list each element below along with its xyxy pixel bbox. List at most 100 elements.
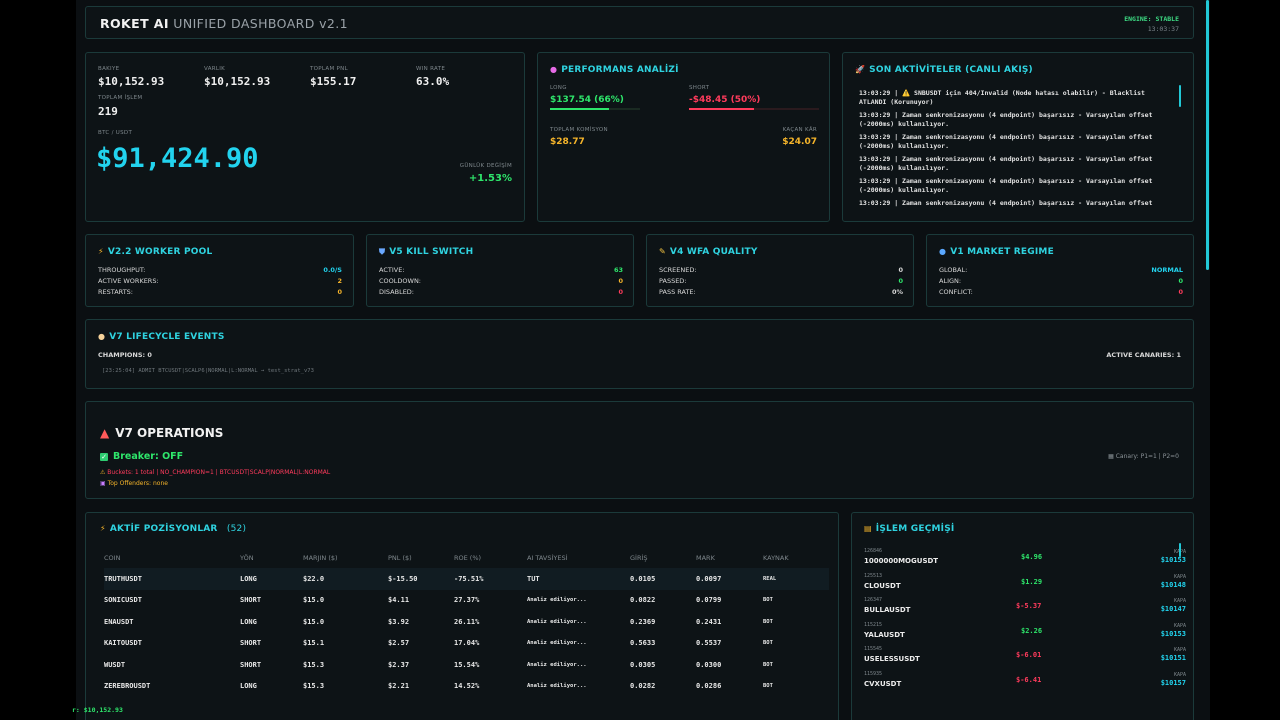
engine-status-label: ENGINE: STABLE (1124, 15, 1179, 23)
activity-title: 🚀 SON AKTİVİTELER (CANLI AKIŞ) (855, 65, 1033, 75)
column-header[interactable]: GİRİŞ (630, 554, 648, 562)
status-row: SCREENED: 0 (659, 266, 903, 274)
stat-value: 63.0% (416, 75, 450, 88)
status-value: 63 (613, 266, 623, 274)
status-value: 0 (337, 288, 342, 296)
bolt-icon: ⚡ (98, 247, 104, 256)
stat-label: BAKIYE (98, 66, 120, 72)
trade-pnl: $-5.37 (1016, 602, 1042, 610)
history-scrollbar[interactable] (1179, 543, 1181, 557)
direction-cell: SHORT (240, 596, 262, 605)
coin-cell: ENAUSDT (104, 617, 134, 626)
missed-profit-label: KAÇAN KÂR (782, 127, 817, 133)
history-row[interactable]: 115935 CVXUSDT $-6.41 KAPA $10157 (864, 671, 1186, 695)
app-title: ROKET AI UNIFIED DASHBOARD v2.1 (100, 16, 349, 31)
status-key: RESTARTS: (98, 288, 133, 296)
column-header[interactable]: PNL ($) (388, 554, 412, 562)
pnl-cell: $4.11 (388, 596, 410, 605)
balance-panel: BAKIYE $10,152.93 VARLIK $10,152.93 TOPLAM P… (85, 52, 525, 222)
ai-advice-cell: TUT (527, 568, 630, 590)
status-key: GLOBAL: (939, 266, 968, 274)
column-header[interactable]: COIN (104, 554, 121, 562)
roe-cell: 27.37% (454, 596, 480, 605)
kill-switch-panel: ⛊ V5 KILL SWITCH ACTIVE: 63 COOLDOWN: 0 DISAB… (366, 234, 634, 307)
pnl-cell: $2.37 (388, 660, 410, 669)
status-value: 0 (1178, 288, 1183, 296)
page-scrollbar[interactable] (1206, 0, 1209, 270)
wfa-quality-title: ✎ V4 WFA QUALITY (659, 247, 758, 257)
status-row: ACTIVE WORKERS: 2 (98, 277, 342, 285)
trade-balance: $10153 (1160, 629, 1186, 638)
column-header[interactable]: ROE (%) (454, 554, 482, 562)
log-entry: 13:03:29 | Zaman senkronizasyonu (4 endp… (859, 155, 1153, 172)
column-header[interactable]: KAYNAK (763, 554, 789, 562)
history-row[interactable]: 125513 CLOUSDT $1.29 KAPA $10148 (864, 573, 1186, 597)
stat-label: WIN RATE (416, 66, 446, 72)
stat-value: $10,152.93 (98, 75, 165, 88)
table-row[interactable]: ZEREBROUSDT LONG $15.3 $2.21 14.52% Analiz ed… (104, 676, 829, 698)
worker-pool-title: ⚡ V2.2 WORKER POOL (98, 247, 213, 257)
table-row[interactable]: SONICUSDT SHORT $15.0 $4.11 27.37% Analiz edi… (104, 590, 829, 612)
activity-log[interactable]: 13:03:29 | ⚠️ SNBUSDT için 404/Invalid (… (859, 89, 1159, 209)
pencil-icon: ✎ (659, 247, 666, 256)
trade-close: KAPA (1173, 598, 1186, 604)
table-row[interactable]: KAITOUSDT SHORT $15.1 $2.57 17.04% Analiz edi… (104, 633, 829, 655)
column-header[interactable]: YÖN (240, 554, 254, 562)
history-row[interactable]: 115215 YALAUSDT $2.26 KAPA $10153 (864, 622, 1186, 646)
activity-scrollbar[interactable] (1179, 85, 1181, 107)
market-regime-title: ● V1 MARKET REGIME (939, 247, 1054, 257)
ai-advice-cell: Analiz ediliyor... (527, 618, 587, 625)
status-value: 0.0/s (323, 266, 342, 274)
log-entry: 13:03:29 | Zaman senkronizasyonu (4 endp… (859, 177, 1153, 194)
entry-cell: 0.0822 (630, 596, 656, 605)
trade-symbol: YALAUSDT (864, 630, 905, 639)
status-key: THROUGHPUT: (98, 266, 146, 274)
pair-label: BTC / USDT (98, 130, 133, 136)
roe-cell: 17.04% (454, 639, 480, 648)
mark-cell: 0.0300 (696, 660, 722, 669)
performance-title: ● PERFORMANS ANALİZİ (550, 65, 679, 75)
history-row[interactable]: 126347 BULLAUSDT $-5.37 KAPA $10147 (864, 597, 1186, 621)
roe-cell: 14.52% (454, 682, 480, 691)
trade-balance: $10157 (1160, 678, 1186, 687)
trade-balance: $10153 (1160, 556, 1186, 564)
positions-panel: ⚡ AKTİF POZİSYONLAR (52) COIN YÖN MARJIN ($… (85, 512, 839, 720)
history-panel[interactable]: ▤ İŞLEM GEÇMİŞİ 126846 1000000MOGUSDT $4.96… (851, 512, 1194, 720)
status-key: COOLDOWN: (379, 277, 421, 285)
trade-pnl: $-6.41 (1016, 675, 1042, 684)
status-key: CONFLICT: (939, 288, 973, 296)
warning-icon: ⚠ (100, 469, 108, 476)
trade-pnl: $1.29 (1021, 577, 1043, 586)
column-header[interactable]: AI TAVSİYESİ (527, 554, 568, 562)
activity-panel[interactable]: 🚀 SON AKTİVİTELER (CANLI AKIŞ) 13:03:29 |… (842, 52, 1194, 222)
column-header[interactable]: MARK (696, 554, 715, 562)
history-row[interactable]: 115545 USELESSUSDT $-6.01 KAPA $10151 (864, 646, 1186, 670)
top-offenders: ▣ Top Offenders: none (100, 480, 168, 487)
table-row[interactable]: ENAUSDT LONG $15.0 $3.92 26.11% Analiz ediliy… (104, 611, 829, 633)
source-cell: BOT (763, 640, 773, 647)
trade-symbol: CVXUSDT (864, 679, 902, 688)
receipt-icon: ▤ (864, 524, 872, 533)
trade-close: KAPA (1173, 647, 1186, 653)
operations-panel: ▲ V7 OPERATIONS ✓ Breaker: OFF ⚠ Buckets: … (85, 401, 1194, 499)
ai-advice-cell: Analiz ediliyor... (527, 661, 587, 668)
trade-pnl: $-6.01 (1016, 651, 1042, 659)
status-value: 0 (898, 266, 903, 274)
trade-id: 126347 (864, 597, 883, 603)
column-header[interactable]: MARJIN ($) (303, 554, 338, 562)
status-row: PASS RATE: 0% (659, 288, 903, 296)
status-row: THROUGHPUT: 0.0/s (98, 266, 342, 274)
short-bar-track (689, 108, 819, 110)
coin-cell: KAITOUSDT (104, 639, 142, 648)
engine-time: 13:03:37 (1147, 25, 1179, 33)
coin-cell: TRUTHUSDT (104, 568, 240, 590)
margin-cell: $15.3 (303, 660, 325, 669)
entry-cell: 0.0282 (630, 682, 656, 691)
direction-cell: SHORT (240, 639, 262, 648)
trades-label: TOPLAM İŞLEM (98, 95, 143, 101)
table-row[interactable]: TRUTHUSDT LONG $22.0 $-15.50 -75.51% TUT 0.010… (104, 568, 829, 590)
short-bar-fill (689, 108, 754, 110)
pnl-cell: $3.92 (388, 617, 410, 626)
table-row[interactable]: WUSDT SHORT $15.3 $2.37 15.54% Analiz ediliyo… (104, 654, 829, 676)
